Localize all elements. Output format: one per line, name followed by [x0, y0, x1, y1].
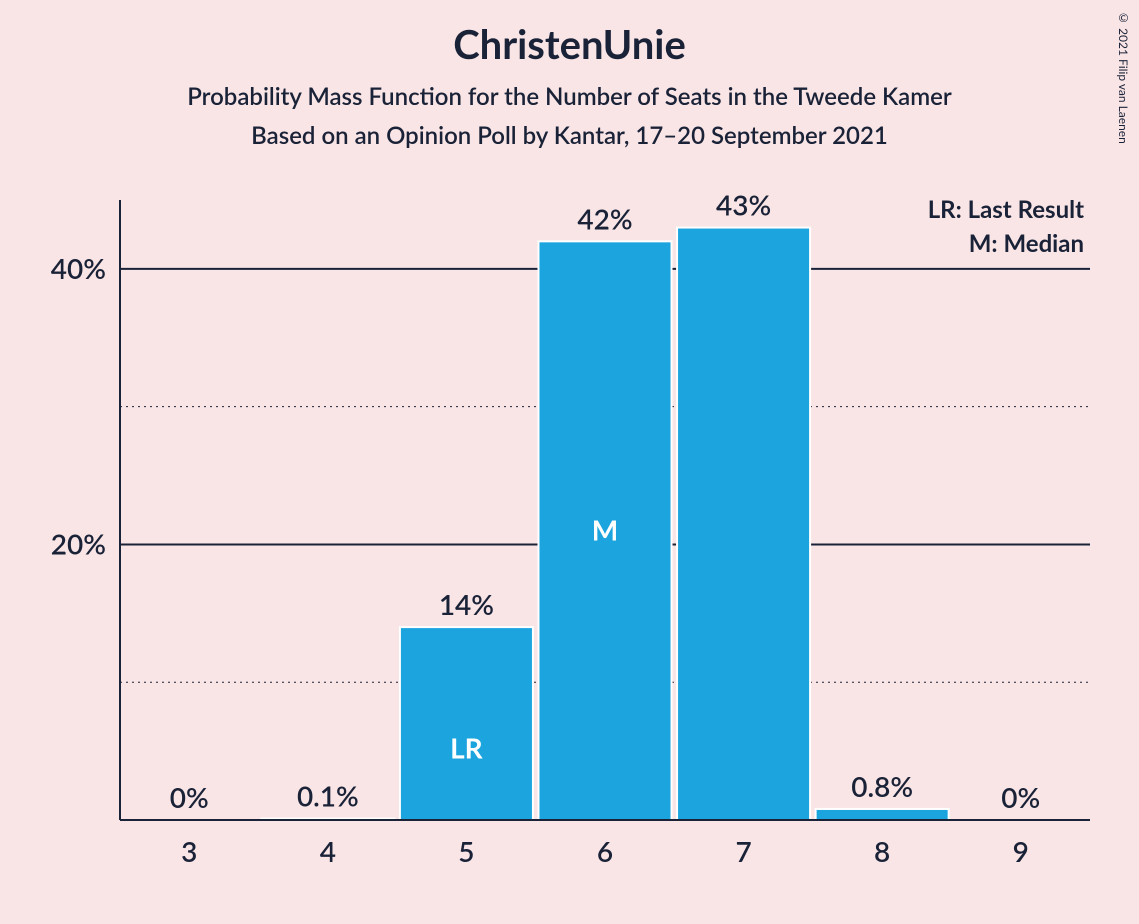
- copyright-text: © 2021 Filip van Laenen: [1116, 10, 1131, 144]
- x-tick-label: 9: [1013, 834, 1029, 868]
- bar: [677, 228, 810, 820]
- chart-title: ChristenUnie: [0, 0, 1139, 68]
- x-tick-label: 8: [874, 834, 890, 868]
- x-tick-label: 4: [320, 834, 336, 868]
- bar: [400, 627, 533, 820]
- bar-value-label: 14%: [439, 587, 494, 621]
- x-tick-label: 6: [597, 834, 613, 868]
- y-tick-label: 40%: [51, 251, 106, 285]
- chart-container: 20% 40% 0% 3 0.1% 4 14% 5 LR 42% 6 M 43% 7 0.8% 8 0% 9 LR:…: [40, 180, 1110, 880]
- legend-m: M: Median: [969, 229, 1084, 258]
- in-bar-label: LR: [450, 730, 484, 764]
- in-bar-label: M: [592, 513, 618, 547]
- bar-value-label: 0.1%: [297, 779, 359, 813]
- x-tick-label: 5: [458, 834, 474, 868]
- bar-value-label: 0.8%: [851, 769, 913, 803]
- chart-subtitle-1: Probability Mass Function for the Number…: [0, 68, 1139, 111]
- x-tick-label: 7: [735, 834, 751, 868]
- x-tick-label: 3: [181, 834, 197, 868]
- chart-subtitle-2: Based on an Opinion Poll by Kantar, 17–2…: [0, 111, 1139, 150]
- bar: [816, 809, 949, 820]
- y-tick-label: 20%: [51, 526, 106, 560]
- bar-value-label: 43%: [716, 188, 771, 222]
- bar-value-label: 0%: [170, 780, 209, 814]
- bar-value-label: 0%: [1001, 780, 1040, 814]
- bar-value-label: 42%: [577, 201, 632, 235]
- legend-lr: LR: Last Result: [928, 195, 1084, 224]
- pmf-bar-chart: 20% 40% 0% 3 0.1% 4 14% 5 LR 42% 6 M 43% 7 0.8% 8 0% 9 LR:…: [40, 180, 1110, 880]
